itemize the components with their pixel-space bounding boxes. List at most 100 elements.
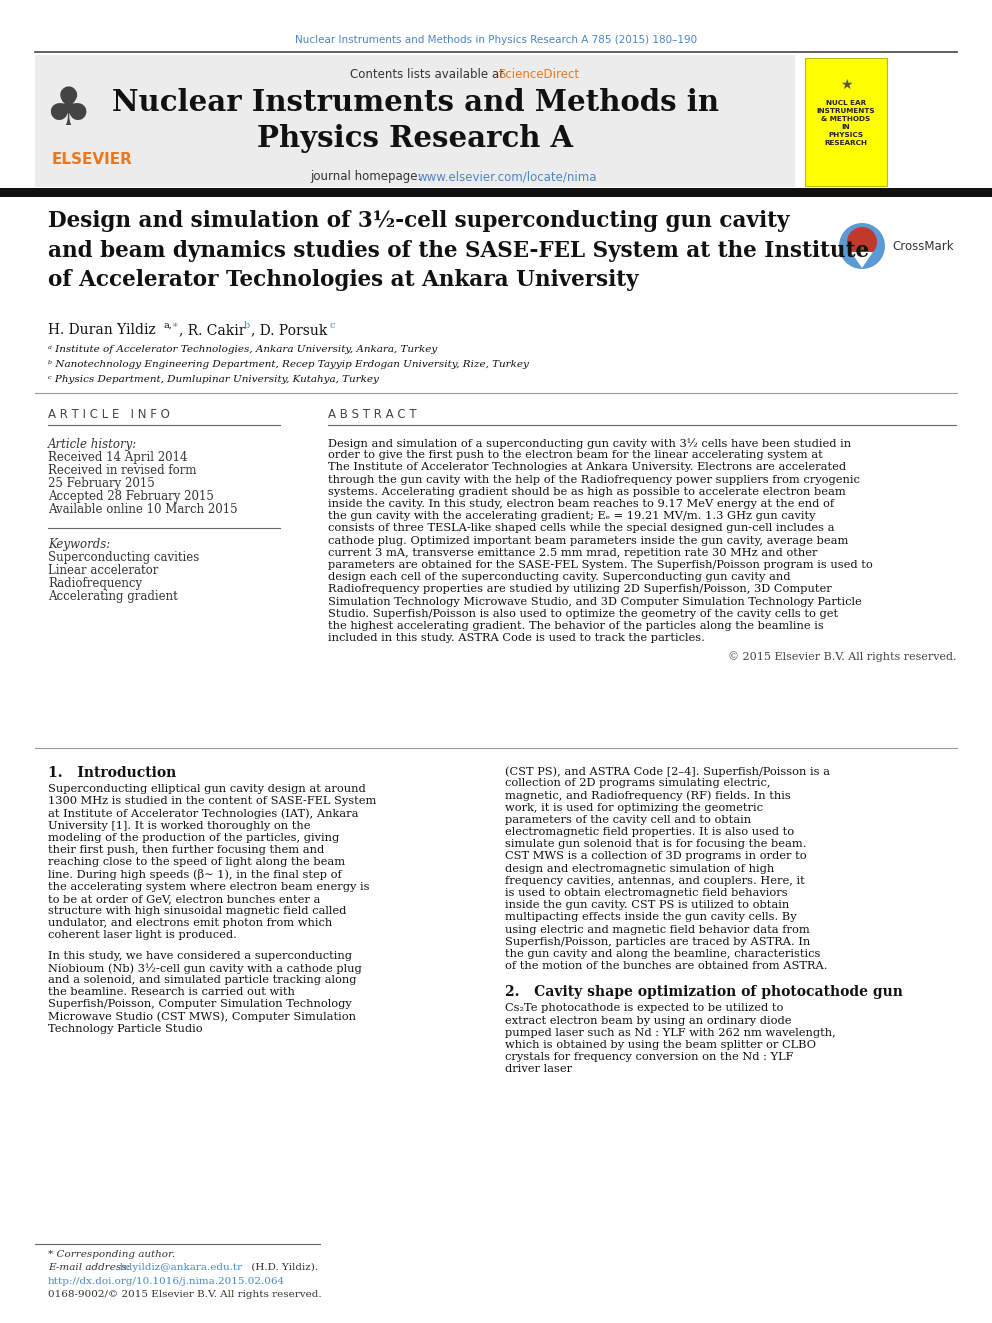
Text: © 2015 Elsevier B.V. All rights reserved.: © 2015 Elsevier B.V. All rights reserved…	[727, 651, 956, 663]
Text: reaching close to the speed of light along the beam: reaching close to the speed of light alo…	[48, 857, 345, 867]
Text: line. During high speeds (β∼ 1), in the final step of: line. During high speeds (β∼ 1), in the …	[48, 869, 342, 880]
Text: multipacting effects inside the gun cavity cells. By: multipacting effects inside the gun cavi…	[505, 913, 797, 922]
Bar	[0, 188, 992, 197]
Text: to be at order of GeV, electron bunches enter a: to be at order of GeV, electron bunches …	[48, 894, 320, 904]
Text: Accepted 28 February 2015: Accepted 28 February 2015	[48, 490, 214, 503]
Text: inside the gun cavity. CST PS is utilized to obtain: inside the gun cavity. CST PS is utilize…	[505, 900, 790, 910]
Text: H. Duran Yildiz: H. Duran Yildiz	[48, 323, 156, 337]
Text: ᶜ Physics Department, Dumlupinar University, Kutahya, Turkey: ᶜ Physics Department, Dumlupinar Univers…	[48, 374, 379, 384]
Text: Niobioum (Nb) 3½-cell gun cavity with a cathode plug: Niobioum (Nb) 3½-cell gun cavity with a …	[48, 963, 362, 974]
Text: b: b	[244, 321, 250, 329]
Text: Available online 10 March 2015: Available online 10 March 2015	[48, 503, 238, 516]
Text: is used to obtain electromagnetic field behaviors: is used to obtain electromagnetic field …	[505, 888, 788, 898]
Text: Superfish/Poisson, Computer Simulation Technology: Superfish/Poisson, Computer Simulation T…	[48, 999, 352, 1009]
Text: modeling of the production of the particles, giving: modeling of the production of the partic…	[48, 832, 339, 843]
Text: parameters of the cavity cell and to obtain: parameters of the cavity cell and to obt…	[505, 815, 751, 824]
Text: (CST PS), and ASTRA Code [2–4]. Superfish/Poisson is a: (CST PS), and ASTRA Code [2–4]. Superfis…	[505, 766, 830, 777]
Text: ♣: ♣	[45, 83, 91, 136]
Text: Radiofrequency properties are studied by utilizing 2D Superfish/Poisson, 3D Comp: Radiofrequency properties are studied by…	[328, 585, 831, 594]
Text: structure with high sinusoidal magnetic field called: structure with high sinusoidal magnetic …	[48, 906, 346, 916]
Text: Keywords:: Keywords:	[48, 538, 110, 550]
Text: Nuclear Instruments and Methods in
Physics Research A: Nuclear Instruments and Methods in Physi…	[111, 89, 718, 153]
Text: their first push, then further focusing them and: their first push, then further focusing …	[48, 845, 324, 855]
Text: 2.   Cavity shape optimization of photocathode gun: 2. Cavity shape optimization of photocat…	[505, 986, 903, 999]
Text: extract electron beam by using an ordinary diode: extract electron beam by using an ordina…	[505, 1016, 792, 1025]
Text: cathode plug. Optimized important beam parameters inside the gun cavity, average: cathode plug. Optimized important beam p…	[328, 536, 848, 545]
Text: Received 14 April 2014: Received 14 April 2014	[48, 451, 187, 464]
Text: www.elsevier.com/locate/nima: www.elsevier.com/locate/nima	[418, 169, 597, 183]
Text: the highest accelerating gradient. The behavior of the particles along the beaml: the highest accelerating gradient. The b…	[328, 620, 823, 631]
Text: order to give the first push to the electron beam for the linear accelerating sy: order to give the first push to the elec…	[328, 450, 822, 460]
Text: the accelerating system where electron beam energy is: the accelerating system where electron b…	[48, 881, 369, 892]
Text: A R T I C L E   I N F O: A R T I C L E I N F O	[48, 407, 170, 421]
Text: and a solenoid, and simulated particle tracking along: and a solenoid, and simulated particle t…	[48, 975, 356, 986]
Text: , D. Porsuk: , D. Porsuk	[251, 323, 327, 337]
Circle shape	[839, 224, 885, 269]
Text: NUCL EAR
INSTRUMENTS
& METHODS
IN
PHYSICS
RESEARCH: NUCL EAR INSTRUMENTS & METHODS IN PHYSIC…	[816, 101, 875, 146]
Text: 0168-9002/© 2015 Elsevier B.V. All rights reserved.: 0168-9002/© 2015 Elsevier B.V. All right…	[48, 1290, 321, 1299]
Text: Superfish/Poisson, particles are traced by ASTRA. In: Superfish/Poisson, particles are traced …	[505, 937, 810, 947]
Text: inside the cavity. In this study, electron beam reaches to 9.17 MeV energy at th: inside the cavity. In this study, electr…	[328, 499, 834, 509]
Text: work, it is used for optimizing the geometric: work, it is used for optimizing the geom…	[505, 803, 763, 812]
Polygon shape	[851, 251, 873, 269]
Text: Superconducting elliptical gun cavity design at around: Superconducting elliptical gun cavity de…	[48, 785, 366, 794]
Text: Microwave Studio (CST MWS), Computer Simulation: Microwave Studio (CST MWS), Computer Sim…	[48, 1012, 356, 1023]
Text: Technology Particle Studio: Technology Particle Studio	[48, 1024, 202, 1033]
Text: Accelerating gradient: Accelerating gradient	[48, 590, 178, 603]
Text: of the motion of the bunches are obtained from ASTRA.: of the motion of the bunches are obtaine…	[505, 962, 827, 971]
Text: current 3 mA, transverse emittance 2.5 mm mrad, repetition rate 30 MHz and other: current 3 mA, transverse emittance 2.5 m…	[328, 548, 817, 558]
Text: In this study, we have considered a superconducting: In this study, we have considered a supe…	[48, 951, 352, 960]
Text: the gun cavity with the accelerating gradient; Eₑ = 19.21 MV/m. 1.3 GHz gun cavi: the gun cavity with the accelerating gra…	[328, 511, 815, 521]
Text: parameters are obtained for the SASE-FEL System. The Superfish/Poisson program i: parameters are obtained for the SASE-FEL…	[328, 560, 873, 570]
Text: consists of three TESLA-like shaped cells while the special designed gun-cell in: consists of three TESLA-like shaped cell…	[328, 524, 834, 533]
Text: 1.   Introduction: 1. Introduction	[48, 766, 177, 781]
Text: Studio. Superfish/Poisson is also used to optimize the geometry of the cavity ce: Studio. Superfish/Poisson is also used t…	[328, 609, 838, 619]
Text: the gun cavity and along the beamline, characteristics: the gun cavity and along the beamline, c…	[505, 949, 820, 959]
Text: Nuclear Instruments and Methods in Physics Research A 785 (2015) 180–190: Nuclear Instruments and Methods in Physi…	[295, 34, 697, 45]
Bar	[35, 56, 795, 187]
Text: pumped laser such as Nd : YLF with 262 nm wavelength,: pumped laser such as Nd : YLF with 262 n…	[505, 1028, 835, 1037]
Text: 25 February 2015: 25 February 2015	[48, 478, 155, 490]
Text: design and electromagnetic simulation of high: design and electromagnetic simulation of…	[505, 864, 774, 873]
Text: journal homepage:: journal homepage:	[310, 169, 429, 183]
Text: CrossMark: CrossMark	[892, 239, 953, 253]
Text: CST MWS is a collection of 3D programs in order to: CST MWS is a collection of 3D programs i…	[505, 852, 806, 861]
Text: Simulation Technology Microwave Studio, and 3D Computer Simulation Technology Pa: Simulation Technology Microwave Studio, …	[328, 597, 862, 607]
Text: A B S T R A C T: A B S T R A C T	[328, 407, 417, 421]
Text: The Institute of Accelerator Technologies at Ankara University. Electrons are ac: The Institute of Accelerator Technologie…	[328, 463, 846, 472]
Text: Article history:: Article history:	[48, 438, 137, 451]
Text: ᵇ Nanotechnology Engineering Department, Recep Tayyip Erdogan University, Rize, : ᵇ Nanotechnology Engineering Department,…	[48, 360, 529, 369]
Text: at Institute of Accelerator Technologies (IAT), Ankara: at Institute of Accelerator Technologies…	[48, 808, 358, 819]
Text: driver laser: driver laser	[505, 1065, 572, 1074]
Text: design each cell of the superconducting cavity. Superconducting gun cavity and: design each cell of the superconducting …	[328, 573, 791, 582]
Text: magnetic, and Radiofrequency (RF) fields. In this: magnetic, and Radiofrequency (RF) fields…	[505, 790, 791, 800]
Text: ᵃ Institute of Accelerator Technologies, Ankara University, Ankara, Turkey: ᵃ Institute of Accelerator Technologies,…	[48, 345, 437, 355]
Text: ★: ★	[840, 78, 852, 93]
Text: the beamline. Research is carried out with: the beamline. Research is carried out wi…	[48, 987, 295, 998]
Text: through the gun cavity with the help of the Radiofrequency power suppliers from : through the gun cavity with the help of …	[328, 475, 860, 484]
Text: Linear accelerator: Linear accelerator	[48, 564, 159, 577]
Text: Design and simulation of 3½-cell superconducting gun cavity
and beam dynamics st: Design and simulation of 3½-cell superco…	[48, 210, 869, 291]
Text: Design and simulation of a superconducting gun cavity with 3½ cells have been st: Design and simulation of a superconducti…	[328, 438, 851, 448]
Text: frequency cavities, antennas, and couplers. Here, it: frequency cavities, antennas, and couple…	[505, 876, 805, 886]
Text: a,: a,	[164, 321, 173, 329]
Text: c: c	[330, 321, 335, 329]
Circle shape	[847, 228, 877, 257]
Text: , R. Cakir: , R. Cakir	[179, 323, 245, 337]
Text: University [1]. It is worked thoroughly on the: University [1]. It is worked thoroughly …	[48, 820, 310, 831]
Text: Contents lists available at: Contents lists available at	[350, 67, 508, 81]
Text: crystals for frequency conversion on the Nd : YLF: crystals for frequency conversion on the…	[505, 1052, 794, 1062]
Text: ELSEVIER: ELSEVIER	[52, 152, 133, 167]
Text: Radiofrequency: Radiofrequency	[48, 577, 142, 590]
Text: Cs₂Te photocathode is expected to be utilized to: Cs₂Te photocathode is expected to be uti…	[505, 1003, 784, 1013]
Text: using electric and magnetic field behavior data from: using electric and magnetic field behavi…	[505, 925, 809, 934]
Text: undulator, and electrons emit photon from which: undulator, and electrons emit photon fro…	[48, 918, 332, 929]
Text: ScienceDirect: ScienceDirect	[498, 67, 579, 81]
Text: simulate gun solenoid that is for focusing the beam.: simulate gun solenoid that is for focusi…	[505, 839, 806, 849]
Text: collection of 2D programs simulating electric,: collection of 2D programs simulating ele…	[505, 778, 771, 789]
Text: hdyildiz@ankara.edu.tr: hdyildiz@ankara.edu.tr	[120, 1263, 243, 1271]
Text: which is obtained by using the beam splitter or CLBO: which is obtained by using the beam spli…	[505, 1040, 816, 1050]
Text: Received in revised form: Received in revised form	[48, 464, 196, 478]
Text: electromagnetic field properties. It is also used to: electromagnetic field properties. It is …	[505, 827, 795, 837]
Text: 1300 MHz is studied in the content of SASE-FEL System: 1300 MHz is studied in the content of SA…	[48, 796, 376, 806]
